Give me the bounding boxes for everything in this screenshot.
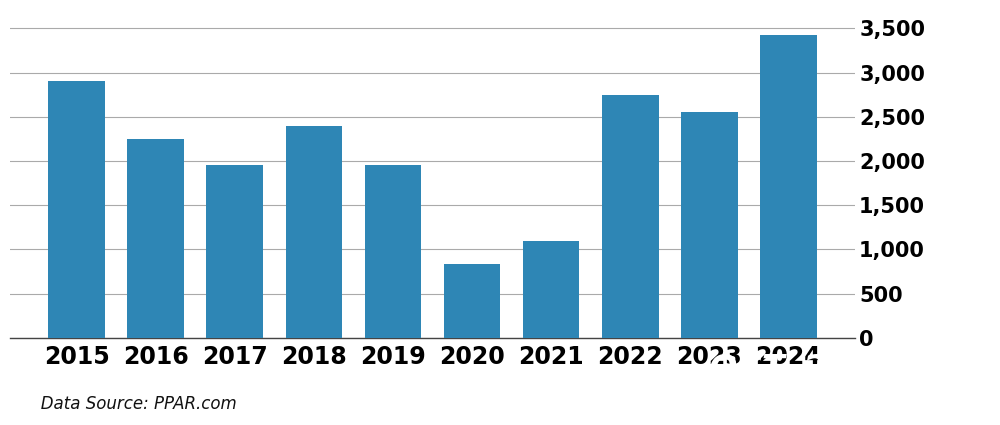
Bar (365, 165, 421, 338)
Bar (48, 81, 105, 338)
Bar (760, 35, 817, 338)
Bar (206, 165, 263, 338)
Bar (523, 241, 579, 338)
Bar (127, 139, 184, 338)
Bar (444, 264, 500, 338)
Text: OCT. 2024: OCT. 2024 (709, 353, 896, 386)
Bar (681, 112, 738, 338)
Bar (602, 95, 659, 338)
Text: Data Source: PPAR.com: Data Source: PPAR.com (25, 395, 237, 413)
Bar (286, 126, 342, 338)
